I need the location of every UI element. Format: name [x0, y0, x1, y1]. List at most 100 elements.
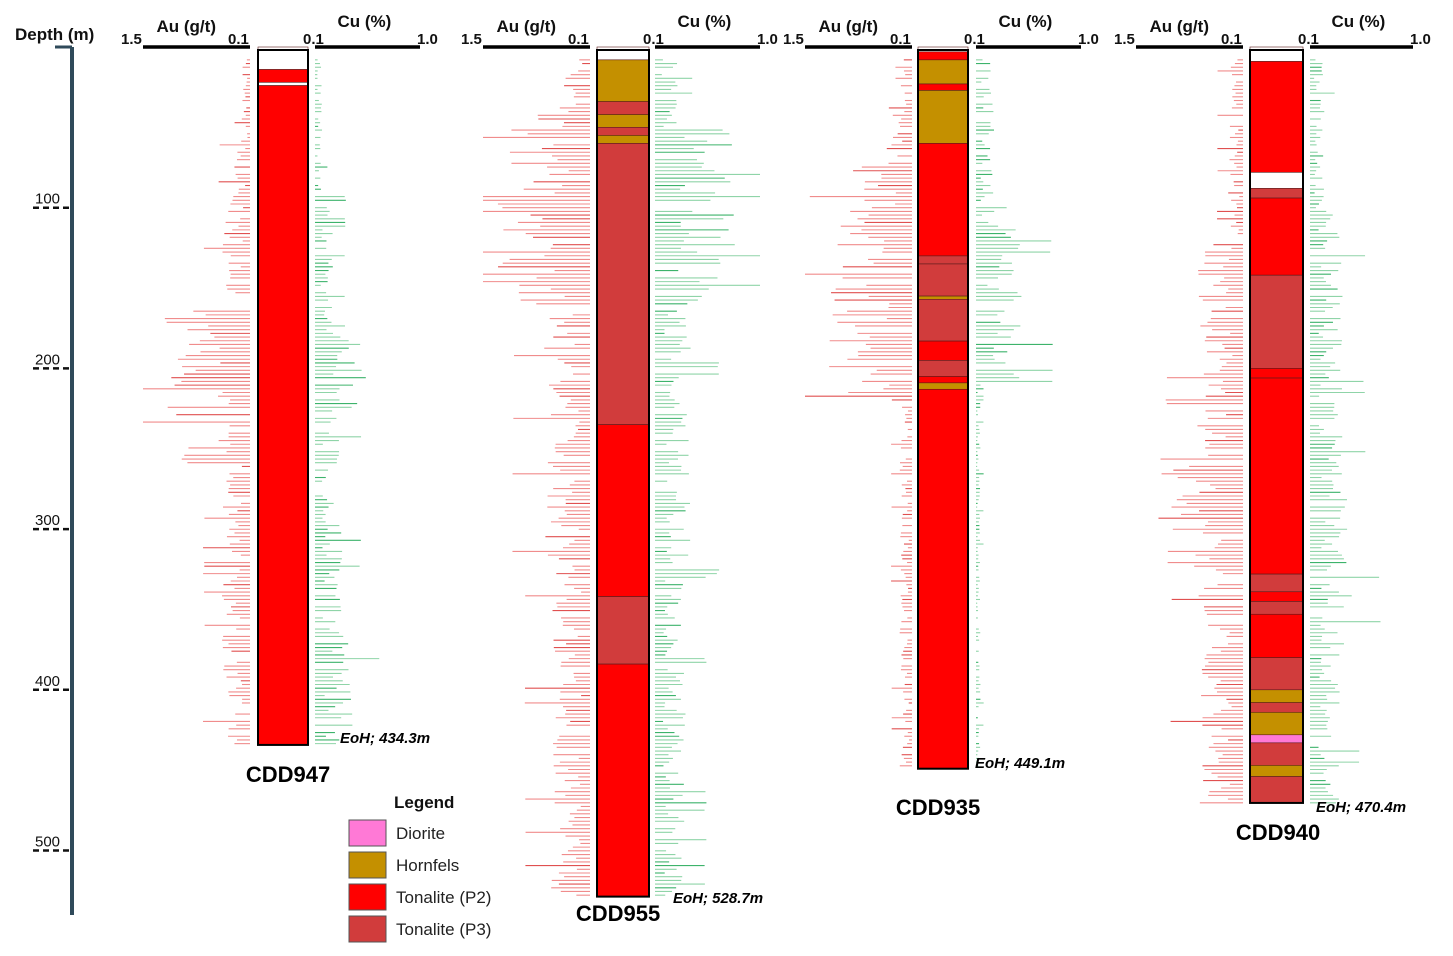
lithology-interval-tonalite-p3 — [1249, 601, 1304, 615]
lithology-interval-hornfels — [596, 114, 650, 128]
depth-tick-label: 400 — [35, 673, 60, 690]
lithology-interval-tonalite-p2 — [596, 663, 650, 897]
lithology-column-outline — [1249, 49, 1304, 804]
depth-tick-label: 200 — [35, 351, 60, 368]
lithology-interval-tonalite-p2 — [1249, 61, 1304, 173]
lithology-interval-tonalite-p2 — [1249, 591, 1304, 602]
depth-tick-label: 500 — [35, 834, 60, 851]
legend-label: Hornfels — [396, 856, 459, 875]
lithology-interval-tonalite-p3 — [917, 255, 969, 265]
cu-axis-title: Cu (%) — [999, 12, 1053, 31]
lithology-interval-hornfels — [917, 295, 969, 300]
au-axis-title: Au (g/t) — [1150, 17, 1209, 36]
cu-axis-max-label: 1.0 — [1078, 31, 1099, 48]
lithology-interval-tonalite-p3 — [1249, 776, 1304, 804]
lithology-interval-hornfels — [1249, 711, 1304, 736]
au-axis-title: Au (g/t) — [497, 17, 556, 36]
au-axis-min-label: 0.1 — [890, 31, 911, 48]
lithology-interval-tonalite-p2 — [596, 424, 650, 597]
lithology-interval-hornfels — [917, 59, 969, 85]
hole-name: CDD935 — [896, 795, 980, 820]
lithology-interval-tonalite-p3 — [917, 360, 969, 377]
cu-axis-title: Cu (%) — [1332, 12, 1386, 31]
lithology-interval-tonalite-p2 — [917, 143, 969, 257]
cu-axis-title: Cu (%) — [338, 12, 392, 31]
lithology-interval-tonalite-p3 — [1249, 188, 1304, 199]
lithology-column-outline — [257, 49, 309, 746]
cu-axis-title: Cu (%) — [678, 12, 732, 31]
drillhole-cdd947: Au (g/t) 1.5 0.1 Cu (%) 0.1 1.0 CDD947 EoH; 434… — [121, 12, 438, 787]
legend-swatch-tonalite-p3 — [348, 915, 387, 943]
au-axis-max-label: 1.5 — [461, 31, 482, 48]
lithology-column-outline — [917, 49, 969, 770]
drillhole-cdd940: Au (g/t) 1.5 0.1 Cu (%) 0.1 1.0 CDD940 EoH; 470… — [1114, 12, 1431, 845]
lithology-interval-hornfels — [1249, 765, 1304, 777]
lithology-interval-diorite — [1249, 734, 1304, 744]
lithology-interval-tonalite-p2 — [1249, 368, 1304, 379]
au-axis-min-label: 0.1 — [228, 31, 249, 48]
cu-axis-min-label: 0.1 — [964, 31, 985, 48]
lithology-interval-tonalite-p3 — [917, 263, 969, 297]
legend-label: Diorite — [396, 824, 445, 843]
au-axis-max-label: 1.5 — [1114, 31, 1135, 48]
cu-axis-max-label: 1.0 — [417, 31, 438, 48]
end-of-hole-label: EoH; 449.1m — [975, 755, 1065, 772]
drillhole-cdd955: Au (g/t) 1.5 0.1 Cu (%) 0.1 1.0 CDD955 EoH; 528… — [461, 12, 778, 926]
au-axis-min-label: 0.1 — [568, 31, 589, 48]
lithology-interval-none — [1249, 172, 1304, 189]
lithology-interval-hornfels — [596, 59, 650, 102]
end-of-hole-label: EoH; 470.4m — [1316, 799, 1406, 816]
end-of-hole-label: EoH; 528.7m — [673, 890, 763, 907]
lithology-interval-tonalite-p3 — [596, 101, 650, 115]
cu-axis-min-label: 0.1 — [643, 31, 664, 48]
au-axis-min-label: 0.1 — [1221, 31, 1242, 48]
au-axis-max-label: 1.5 — [783, 31, 804, 48]
depth-axis-title: Depth (m) — [15, 25, 94, 44]
au-axis-max-label: 1.5 — [121, 31, 142, 48]
lithology-interval-tonalite-p2 — [1249, 197, 1304, 276]
lithology-interval-tonalite-p3 — [1249, 702, 1304, 713]
cu-axis-min-label: 0.1 — [303, 31, 324, 48]
legend-label: Tonalite (P3) — [396, 920, 491, 939]
lithology-interval-tonalite-p2 — [1249, 377, 1304, 575]
legend: Legend Diorite Hornfels Tonalite (P2) Tonal… — [348, 793, 491, 943]
lithology-interval-none — [257, 82, 309, 86]
cu-axis-max-label: 1.0 — [757, 31, 778, 48]
hole-name: CDD947 — [246, 762, 330, 787]
lithology-column-outline — [596, 49, 650, 898]
cu-axis-min-label: 0.1 — [1298, 31, 1319, 48]
lithology-interval-tonalite-p3 — [1249, 657, 1304, 691]
lithology-interval-tonalite-p3 — [917, 298, 969, 342]
end-of-hole-label: EoH; 434.3m — [340, 730, 430, 747]
legend-label: Tonalite (P2) — [396, 888, 491, 907]
au-axis-title: Au (g/t) — [819, 17, 878, 36]
lithology-interval-hornfels — [1249, 689, 1304, 703]
hole-name: CDD955 — [576, 901, 660, 926]
lithology-interval-tonalite-p3 — [596, 596, 650, 665]
drillhole-cdd935: Au (g/t) 1.5 0.1 Cu (%) 0.1 1.0 CDD935 EoH; 449… — [783, 12, 1099, 820]
legend-swatch-diorite — [348, 819, 387, 847]
depth-axis: Depth (m) 100 200 300 400 500 — [15, 25, 94, 915]
depth-tick-label: 100 — [35, 191, 60, 208]
lithology-interval-tonalite-p2 — [917, 83, 969, 91]
lithology-interval-tonalite-p2 — [917, 388, 969, 770]
legend-title: Legend — [394, 793, 454, 812]
lithology-interval-hornfels — [917, 382, 969, 390]
lithology-interval-tonalite-p2 — [257, 69, 309, 83]
legend-swatch-hornfels — [348, 851, 387, 879]
lithology-interval-tonalite-p2 — [257, 85, 309, 746]
lithology-interval-tonalite-p3 — [1249, 274, 1304, 369]
lithology-interval-tonalite-p3 — [1249, 742, 1304, 766]
lithology-interval-hornfels — [917, 90, 969, 144]
lithology-interval-tonalite-p3 — [596, 127, 650, 136]
hole-name: CDD940 — [1236, 820, 1320, 845]
lithology-interval-hornfels — [596, 135, 650, 144]
lithology-interval-tonalite-p2 — [917, 340, 969, 361]
legend-swatch-tonalite-p2 — [348, 883, 387, 911]
cu-axis-max-label: 1.0 — [1410, 31, 1431, 48]
lithology-interval-tonalite-p3 — [596, 143, 650, 425]
depth-tick-label: 300 — [35, 512, 60, 529]
au-axis-title: Au (g/t) — [157, 17, 216, 36]
lithology-interval-tonalite-p2 — [917, 376, 969, 384]
